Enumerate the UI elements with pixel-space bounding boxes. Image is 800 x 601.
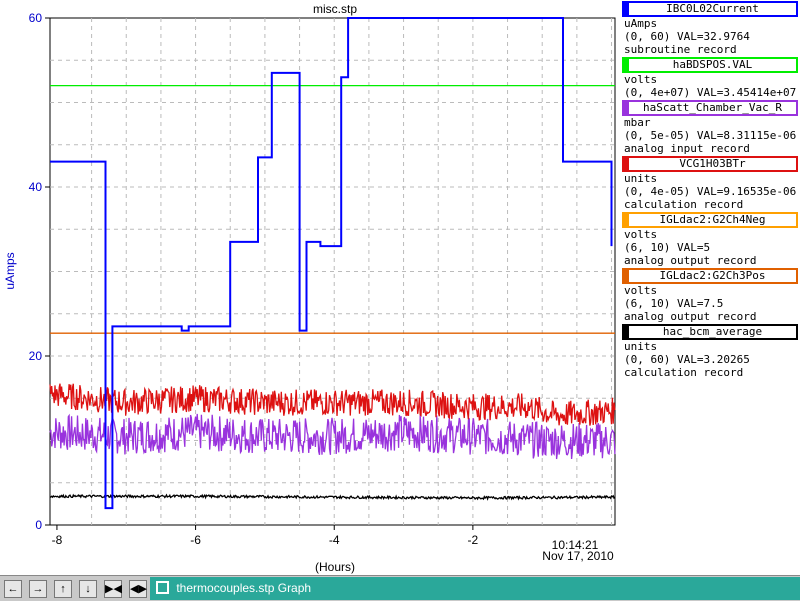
legend-signal-name: VCG1H03BTr — [679, 158, 746, 170]
zoom-in-x-button[interactable]: ▶◀ — [104, 580, 122, 598]
scroll-up-button[interactable]: ↑ — [54, 580, 72, 598]
legend-entry[interactable]: IGLdac2:G2Ch3Pos volts (6, 10) VAL=7.5 anal… — [620, 268, 800, 323]
legend-range: (0, 4e+07) VAL=3.45414e+07 — [624, 86, 797, 99]
legend-name-box[interactable]: haScatt_Chamber_Vac_R — [622, 100, 798, 116]
y-tick-label: 0 — [35, 518, 42, 532]
legend-range: (6, 10) VAL=7.5 — [624, 297, 724, 310]
legend-range: (0, 4e-05) VAL=9.16535e-06 — [624, 185, 797, 198]
y-axis-label: uAmps — [3, 252, 17, 289]
scroll-down-button[interactable]: ↓ — [79, 580, 97, 598]
legend-record: subroutine record — [624, 43, 737, 56]
series-line-vcg1h03btr — [49, 383, 616, 426]
x-tick-label: -8 — [52, 533, 63, 547]
zoom-out-x-button[interactable]: ◀▶ — [129, 580, 147, 598]
legend-range: (0, 5e-05) VAL=8.31115e-06 — [624, 129, 797, 142]
legend-unit: volts — [624, 73, 658, 86]
legend-entry[interactable]: IBC0L02Current uAmps (0, 60) VAL=32.9764 su… — [620, 1, 800, 56]
legend-color-swatch — [624, 3, 629, 15]
y-tick-label: 40 — [29, 180, 43, 194]
legend-unit: uAmps — [624, 17, 658, 30]
legend-entry[interactable]: VCG1H03BTr units (0, 4e-05) VAL=9.16535e-0… — [620, 156, 800, 211]
x-axis-label: (Hours) — [315, 560, 355, 574]
legend-signal-name: haBDSPOS.VAL — [672, 59, 753, 71]
legend-signal-name: haScatt_Chamber_Vac_R — [642, 102, 783, 114]
legend-name-box[interactable]: IBC0L02Current — [622, 1, 798, 17]
scroll-left-button[interactable]: ← — [4, 580, 22, 598]
legend-range: (0, 60) VAL=32.9764 — [624, 30, 750, 43]
legend-unit: volts — [624, 228, 658, 241]
legend-record: analog output record — [624, 310, 757, 323]
x-tick-label: -6 — [190, 533, 201, 547]
legend-unit: volts — [624, 284, 658, 297]
window-tab[interactable]: thermocouples.stp Graph — [150, 577, 800, 600]
legend-record: analog output record — [624, 254, 757, 267]
legend-color-swatch — [624, 102, 629, 114]
legend-signal-name: IGLdac2:G2Ch3Pos — [659, 270, 766, 282]
legend-name-box[interactable]: haBDSPOS.VAL — [622, 57, 798, 73]
taskbar: ← → ↑ ↓ ▶◀ ◀▶ thermocouples.stp Graph — [0, 575, 800, 601]
signal-legend: IBC0L02Current uAmps (0, 60) VAL=32.9764 su… — [620, 0, 800, 575]
scroll-right-button[interactable]: → — [29, 580, 47, 598]
legend-unit: mbar — [624, 116, 651, 129]
legend-color-swatch — [624, 158, 629, 170]
window-icon — [156, 581, 169, 594]
time-label: 10:14:21 — [552, 538, 599, 552]
legend-record: analog input record — [624, 142, 750, 155]
legend-signal-name: IBC0L02Current — [666, 3, 759, 15]
legend-range: (6, 10) VAL=5 — [624, 241, 711, 254]
legend-record: calculation record — [624, 366, 744, 379]
legend-record: calculation record — [624, 198, 744, 211]
series-line-ibc0l02current — [50, 17, 613, 510]
legend-name-box[interactable]: IGLdac2:G2Ch3Pos — [622, 268, 798, 284]
legend-name-box[interactable]: IGLdac2:G2Ch4Neg — [622, 212, 798, 228]
legend-color-swatch — [624, 214, 629, 226]
legend-unit: units — [624, 172, 658, 185]
legend-name-box[interactable]: VCG1H03BTr — [622, 156, 798, 172]
legend-color-swatch — [624, 270, 629, 282]
strip-chart: 0 20 40 60 -8 -6 -4 -2 misc.stp (Hours) uAmps 10:14… — [3, 2, 616, 574]
x-tick-label: -2 — [468, 533, 479, 547]
legend-color-swatch — [624, 59, 629, 71]
date-label: Nov 17, 2010 — [542, 549, 614, 563]
legend-color-swatch — [624, 326, 629, 338]
series-line-hac-bcm-average — [49, 493, 616, 501]
window-title: thermocouples.stp Graph — [176, 581, 312, 595]
legend-signal-name: IGLdac2:G2Ch4Neg — [659, 214, 766, 226]
legend-entry[interactable]: haBDSPOS.VAL volts (0, 4e+07) VAL=3.45414e… — [620, 57, 800, 99]
y-tick-label: 20 — [29, 349, 43, 363]
chart-title: misc.stp — [313, 2, 357, 16]
series-line-hascatt-chamber-vac-r — [49, 413, 616, 460]
legend-name-box[interactable]: hac_bcm_average — [622, 324, 798, 340]
legend-signal-name: hac_bcm_average — [662, 326, 763, 338]
legend-entry[interactable]: IGLdac2:G2Ch4Neg volts (6, 10) VAL=5 analog… — [620, 212, 800, 267]
y-tick-label: 60 — [29, 11, 43, 25]
legend-unit: units — [624, 340, 658, 353]
legend-range: (0, 60) VAL=3.20265 — [624, 353, 750, 366]
x-tick-label: -4 — [329, 533, 340, 547]
